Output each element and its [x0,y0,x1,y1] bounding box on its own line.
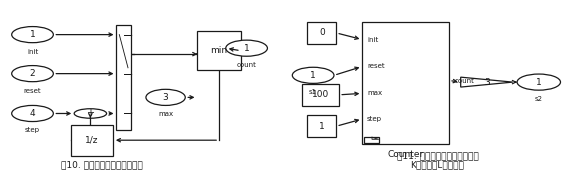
Text: Kを変更（Lも同様）: Kを変更（Lも同様） [411,160,465,169]
Text: 1: 1 [319,122,325,131]
Text: 図11. ライブラリを使うように: 図11. ライブラリを使うように [397,151,478,160]
Text: 1/z: 1/z [85,136,99,145]
Bar [117,25,131,130]
Text: s1: s1 [309,89,317,95]
Ellipse shape [226,40,267,56]
Text: 1: 1 [30,30,35,39]
Ellipse shape [517,74,560,90]
Polygon shape [461,77,513,87]
Text: 2: 2 [30,69,35,78]
Text: 1: 1 [310,71,316,80]
Text: 0: 0 [319,28,325,37]
Ellipse shape [12,65,53,82]
Ellipse shape [146,89,185,106]
Text: 1: 1 [536,78,542,87]
Ellipse shape [292,67,334,83]
Bar [71,124,113,156]
Text: count: count [455,77,475,83]
Text: count: count [237,62,256,68]
Circle shape [74,109,107,118]
Ellipse shape [12,27,53,43]
Text: reset: reset [24,88,41,94]
Text: init: init [27,49,38,55]
Text: init: init [367,37,378,43]
Text: Counter: Counter [387,150,424,160]
Bar [197,31,241,70]
Bar [364,137,379,143]
Text: step: step [367,116,382,122]
Text: 1: 1 [244,44,249,53]
Text: min: min [211,46,228,55]
Bar [307,115,336,137]
Bar [302,84,339,106]
Text: max: max [367,90,382,96]
Text: max: max [158,111,173,117]
Text: 図10. 共通処理をライブラリ化: 図10. 共通処理をライブラリ化 [61,160,143,169]
Bar [362,22,449,144]
Text: 3: 3 [484,78,490,87]
Ellipse shape [12,106,53,122]
Text: s2: s2 [535,96,543,102]
Text: +: + [86,108,95,119]
Text: 3: 3 [163,93,168,102]
Text: 100: 100 [312,90,329,99]
Text: reset: reset [367,63,385,69]
Text: step: step [25,127,40,134]
Text: 4: 4 [30,109,35,118]
Bar [307,22,336,44]
